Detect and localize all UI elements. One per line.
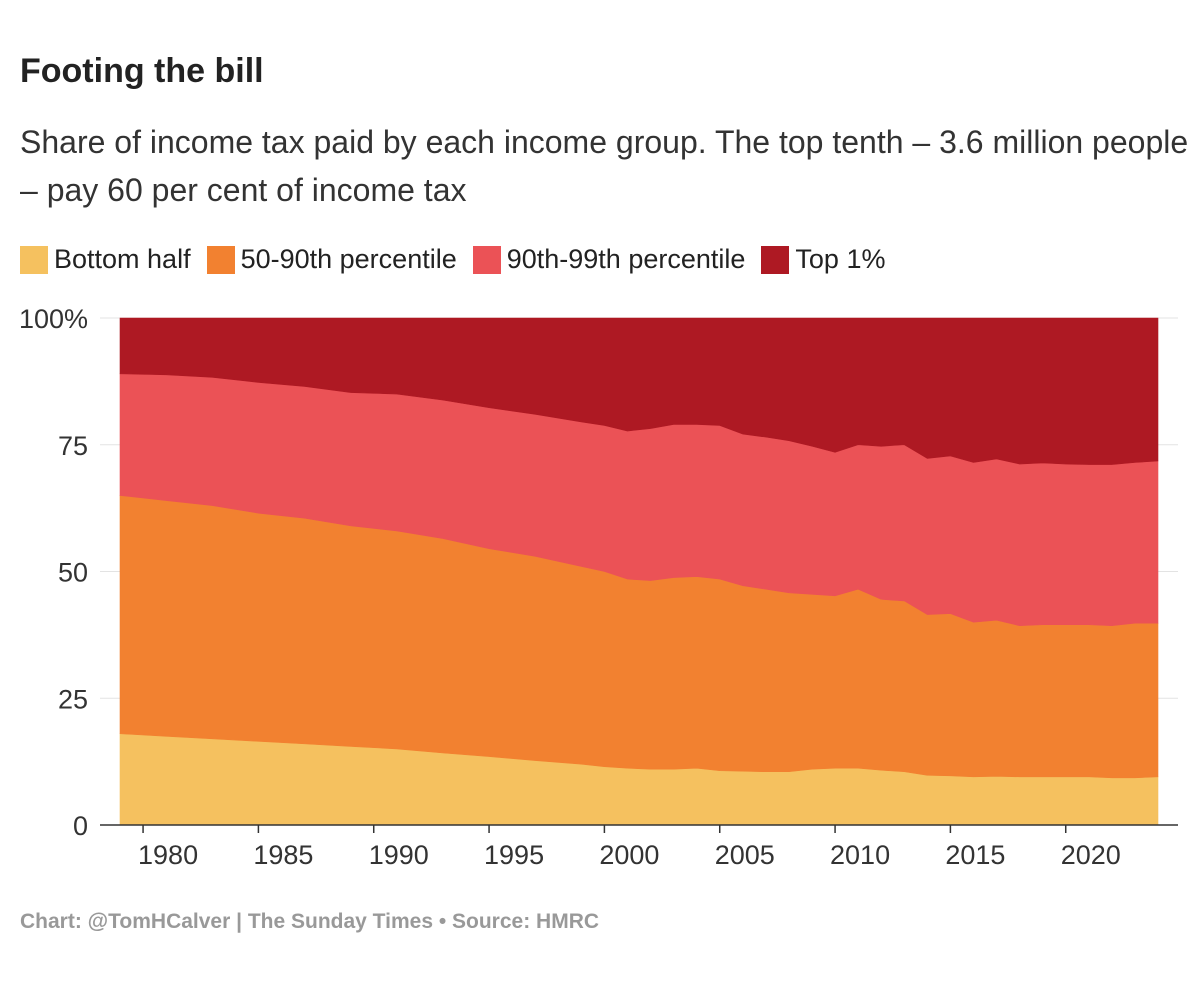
x-tick-label-2020: 2020 [1061,840,1121,870]
legend-label-bottom-half: Bottom half [54,244,191,274]
chart-subtitle: Share of income tax paid by each income … [20,124,1189,208]
x-tick-label-2000: 2000 [599,840,659,870]
x-tick-label-2005: 2005 [715,840,775,870]
legend-item-bottom-half: Bottom half [20,244,191,275]
area-series-top-1- [119,317,1159,465]
legend: Bottom half 50-90th percentile 90th-99th… [20,244,901,275]
y-tick-label-0: 0 [73,811,88,841]
x-tick-label-2010: 2010 [830,840,890,870]
x-tick-label-1990: 1990 [369,840,429,870]
x-tick-label-1980: 1980 [138,840,198,870]
y-tick-label-50: 50 [58,558,88,588]
legend-swatch-bottom-half [20,245,48,274]
legend-label-90-99th: 90th-99th percentile [506,244,746,274]
legend-swatch-90-99th [472,245,501,274]
source-credit: Chart: @TomHCalver | The Sunday Times • … [20,910,600,933]
y-tick-label-25: 25 [58,684,88,714]
x-tick-label-2015: 2015 [945,840,1005,870]
legend-label-top-1: Top 1% [795,244,886,274]
x-tick-label-1995: 1995 [484,840,544,870]
y-tick-label-75: 75 [58,431,88,461]
legend-item-90-99th: 90th-99th percentile [472,244,746,275]
x-tick-label-1985: 1985 [253,840,313,870]
chart-title: Footing the bill [20,52,264,90]
y-tick-label-100: 100% [19,304,88,334]
legend-label-50-90th: 50-90th percentile [240,244,457,274]
legend-item-top-1: Top 1% [761,244,885,275]
legend-swatch-top-1 [761,245,790,274]
legend-item-50-90th: 50-90th percentile [206,244,457,275]
legend-swatch-50-90th [206,245,235,274]
